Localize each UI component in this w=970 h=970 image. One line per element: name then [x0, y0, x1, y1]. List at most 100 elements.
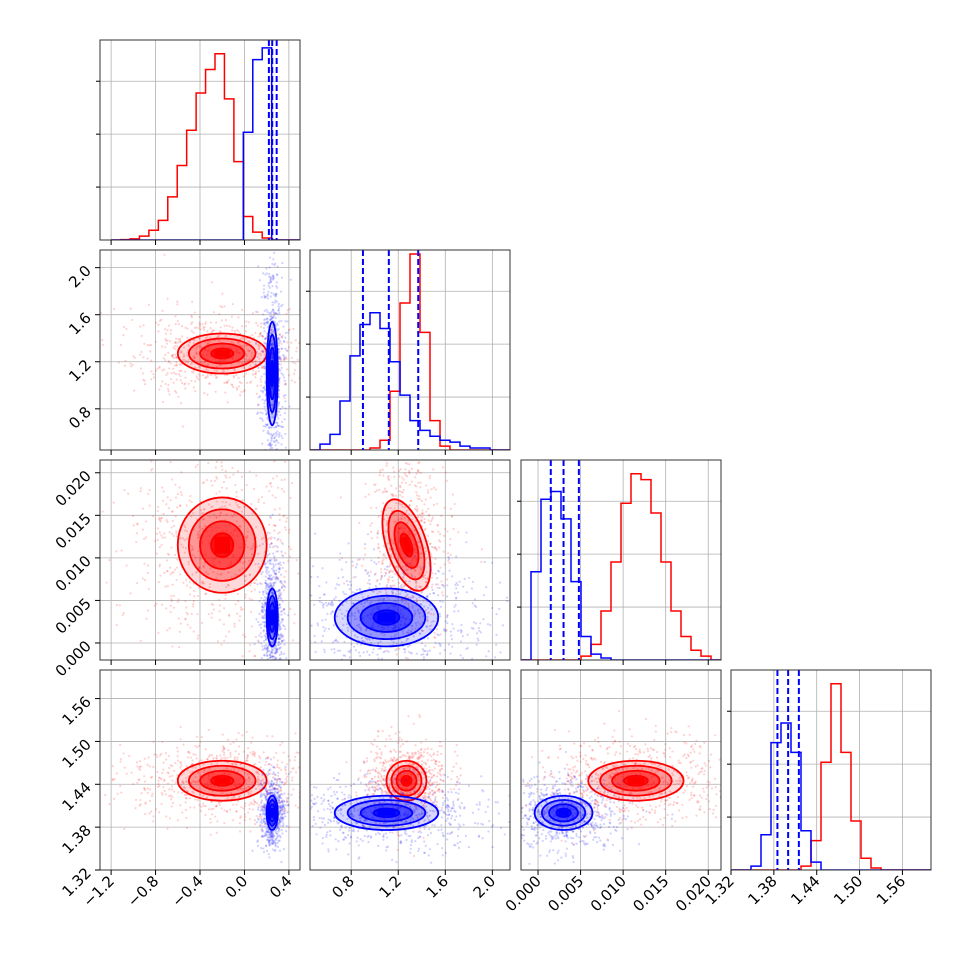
scatter-point [238, 615, 242, 618]
scatter-point [150, 359, 153, 362]
scatter-point [308, 645, 310, 647]
scatter-point [198, 315, 201, 319]
scatter-point [268, 523, 271, 526]
scatter-point [499, 651, 502, 654]
scatter-point [391, 591, 395, 594]
scatter-point [430, 620, 433, 623]
scatter-point [267, 585, 270, 588]
scatter-point [283, 355, 286, 358]
scatter-point [307, 651, 309, 653]
scatter-point [485, 655, 488, 658]
scatter-point [438, 612, 441, 615]
scatter-point [211, 484, 214, 487]
scatter-point [152, 815, 155, 818]
scatter-point [437, 530, 440, 533]
scatter-point [122, 752, 125, 755]
scatter-point [175, 364, 178, 367]
scatter-point [233, 368, 236, 372]
scatter-point [266, 423, 269, 426]
scatter-point [250, 790, 253, 793]
scatter-point [268, 256, 272, 259]
scatter-point [271, 434, 274, 438]
scatter-point [325, 581, 328, 584]
scatter-point [383, 634, 386, 637]
scatter-point [269, 582, 272, 585]
scatter-point [270, 650, 274, 654]
scatter-point [395, 571, 399, 574]
scatter-point [215, 500, 218, 503]
scatter-point [161, 740, 164, 744]
scatter-point [414, 533, 417, 536]
scatter-point [279, 743, 282, 747]
scatter-point [94, 766, 96, 768]
scatter-point [371, 638, 374, 641]
scatter-point [511, 548, 513, 550]
scatter-point [173, 553, 177, 557]
scatter-point [341, 617, 344, 620]
scatter-point [173, 364, 176, 367]
scatter-point [267, 578, 270, 581]
scatter-point [333, 648, 336, 651]
scatter-point [278, 312, 281, 315]
scatter-point [219, 512, 222, 515]
scatter-point [175, 341, 178, 344]
scatter-point [215, 757, 218, 761]
scatter-point [272, 566, 275, 569]
scatter-point [251, 781, 254, 784]
scatter-point [186, 584, 189, 587]
scatter-point [225, 476, 228, 479]
scatter-point [277, 637, 280, 640]
scatter-point [374, 572, 377, 575]
scatter-point [433, 631, 436, 635]
scatter-point [301, 515, 303, 517]
scatter-point [273, 572, 277, 575]
scatter-point [448, 543, 452, 546]
scatter-point [195, 352, 198, 355]
scatter-point [425, 457, 427, 459]
scatter-point [419, 552, 422, 556]
scatter-point [342, 624, 345, 627]
scatter-point [242, 519, 245, 522]
scatter-point [439, 615, 442, 618]
scatter-point [167, 351, 170, 355]
scatter-point [277, 307, 281, 310]
scatter-point [195, 757, 198, 760]
scatter-point [257, 500, 260, 504]
scatter-point [158, 563, 162, 566]
scatter-point [224, 597, 227, 600]
scatter-point [219, 455, 221, 457]
scatter-point [239, 763, 242, 766]
scatter-point [427, 519, 430, 522]
scatter-point [251, 312, 255, 315]
scatter-point [291, 481, 294, 485]
scatter-point [362, 558, 365, 561]
scatter-point [281, 566, 284, 570]
scatter-point [270, 696, 272, 698]
scatter-point [182, 781, 185, 784]
scatter-point [237, 377, 240, 380]
scatter-point [393, 599, 396, 602]
scatter-point [206, 336, 209, 339]
scatter-point [281, 582, 284, 585]
scatter-point [454, 583, 457, 586]
scatter-point [357, 623, 361, 626]
scatter-point [264, 638, 268, 642]
scatter-point [164, 338, 167, 341]
scatter-point [250, 625, 253, 628]
scatter-point [297, 572, 300, 575]
scatter-point [370, 522, 373, 525]
scatter-point [274, 244, 276, 246]
scatter-point [284, 777, 288, 780]
scatter-point [393, 507, 396, 510]
scatter-point [252, 798, 255, 802]
scatter-point [269, 312, 272, 315]
scatter-point [295, 346, 298, 349]
scatter-point [411, 596, 414, 599]
scatter-point [268, 763, 271, 766]
scatter-point [271, 545, 274, 549]
scatter-point [218, 339, 221, 342]
scatter-point [272, 583, 276, 586]
scatter-point [269, 461, 271, 463]
scatter-point [334, 596, 337, 599]
scatter-point [276, 455, 278, 457]
